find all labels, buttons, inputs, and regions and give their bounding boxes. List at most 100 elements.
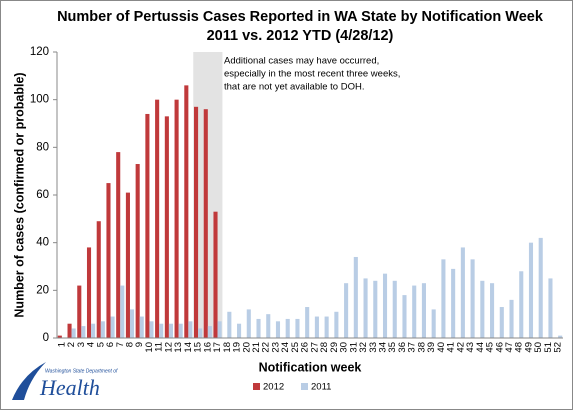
- bar: [207, 326, 212, 338]
- bar: [353, 256, 358, 338]
- bar: [451, 268, 456, 338]
- x-tick-label: 9: [134, 342, 145, 347]
- bar: [213, 211, 218, 338]
- x-tick-label: 48: [514, 342, 525, 353]
- annotation: that are not yet available to DOH.: [224, 82, 364, 93]
- x-tick-label: 25: [290, 342, 301, 353]
- y-tick-label: 80: [36, 141, 49, 153]
- x-tick-label: 38: [416, 342, 427, 353]
- bar: [421, 283, 426, 338]
- x-tick-label: 40: [436, 342, 447, 353]
- bar: [519, 271, 524, 338]
- logo-mark: [12, 362, 46, 400]
- x-tick-label: 41: [446, 342, 457, 353]
- x-tick-label: 5: [95, 342, 106, 347]
- x-tick-label: 33: [368, 342, 379, 353]
- x-tick-label: 37: [407, 342, 418, 353]
- y-tick-label: 100: [30, 94, 49, 106]
- x-tick-label: 26: [300, 342, 311, 353]
- logo-text: Health: [39, 375, 100, 400]
- bar: [538, 237, 543, 338]
- bar: [96, 221, 101, 338]
- bar: [334, 311, 339, 338]
- x-tick-label: 46: [494, 342, 505, 353]
- x-tick-label: 1: [56, 342, 67, 347]
- bar: [139, 316, 144, 338]
- x-tick-label: 39: [426, 342, 437, 353]
- bar: [324, 316, 329, 338]
- x-tick-label: 6: [105, 342, 116, 347]
- x-tick-label: 7: [115, 342, 126, 347]
- bar: [120, 285, 125, 338]
- bar: [275, 321, 281, 338]
- x-tick-label: 8: [124, 342, 135, 347]
- bar: [116, 152, 121, 338]
- legend-label: 2011: [311, 382, 331, 393]
- x-tick-label: 31: [348, 342, 359, 353]
- bar: [174, 99, 179, 339]
- bar: [499, 307, 504, 338]
- x-tick-label: 23: [270, 342, 281, 353]
- x-tick-label: 18: [222, 342, 233, 353]
- bar: [402, 295, 407, 338]
- bar: [77, 285, 82, 338]
- x-tick-label: 36: [397, 342, 408, 353]
- bar: [548, 278, 553, 338]
- chart-title: Number of Pertussis Cases Reported in WA…: [57, 9, 544, 25]
- bar: [305, 307, 310, 338]
- bar: [106, 183, 111, 338]
- bar: [145, 113, 150, 338]
- x-tick-label: 32: [358, 342, 369, 353]
- x-tick-label: 30: [339, 342, 350, 353]
- legend-swatch: [301, 383, 308, 390]
- bar: [392, 280, 397, 338]
- bar: [470, 259, 475, 338]
- bar: [460, 247, 465, 338]
- bar: [71, 328, 76, 338]
- bar: [57, 335, 62, 338]
- x-tick-label: 49: [523, 342, 534, 353]
- bar: [164, 116, 169, 338]
- annotation: Additional cases may have occurred,: [224, 56, 379, 67]
- x-tick-label: 51: [543, 342, 554, 353]
- bar: [178, 323, 183, 338]
- x-tick-label: 52: [553, 342, 564, 353]
- bar: [412, 285, 417, 338]
- bar: [168, 323, 173, 338]
- x-tick-label: 34: [377, 342, 388, 353]
- legend-swatch: [253, 383, 260, 390]
- bar: [91, 323, 96, 338]
- x-tick-label: 11: [154, 342, 165, 352]
- bar: [373, 280, 378, 338]
- x-tick-label: 45: [485, 342, 496, 353]
- bar: [431, 309, 436, 338]
- bar: [129, 309, 135, 338]
- y-tick-label: 120: [30, 46, 49, 58]
- x-tick-label: 4: [86, 342, 97, 347]
- x-tick-label: 15: [193, 342, 204, 353]
- x-tick-label: 2: [66, 342, 77, 347]
- bar: [441, 259, 446, 338]
- x-tick-label: 44: [475, 342, 486, 353]
- x-tick-label: 43: [465, 342, 476, 353]
- bar: [528, 242, 534, 338]
- bar: [188, 321, 193, 338]
- bar: [295, 318, 300, 338]
- bar: [125, 192, 130, 338]
- x-tick-label: 14: [183, 342, 194, 353]
- x-tick-label: 16: [202, 342, 213, 353]
- x-tick-label: 20: [241, 342, 252, 353]
- bar: [480, 280, 485, 338]
- bar: [314, 316, 319, 338]
- bar: [100, 321, 105, 338]
- y-tick-label: 40: [36, 237, 49, 249]
- x-tick-label: 21: [251, 342, 262, 353]
- bar: [203, 109, 208, 338]
- x-tick-label: 13: [173, 342, 184, 353]
- bar: [81, 326, 86, 338]
- y-tick-label: 60: [36, 189, 49, 201]
- bar: [490, 283, 495, 338]
- bar: [194, 106, 199, 338]
- y-tick-label: 0: [43, 332, 49, 344]
